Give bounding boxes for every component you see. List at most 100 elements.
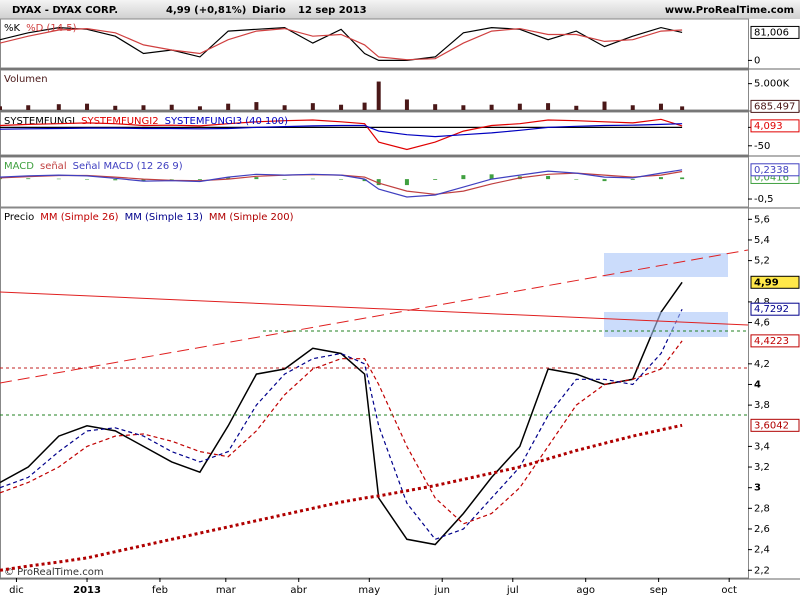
legend-entry: SYSTEMFUNGI2 bbox=[81, 116, 158, 127]
legend-entry: %D (14 5) bbox=[26, 23, 77, 34]
panel-frame bbox=[0, 111, 749, 156]
legend-entry: %K bbox=[4, 23, 21, 34]
trend-line bbox=[0, 249, 749, 384]
bar bbox=[658, 177, 663, 180]
bar bbox=[254, 102, 259, 110]
value-label: 4,7292 bbox=[754, 304, 789, 315]
legend-entry: Volumen bbox=[4, 74, 48, 85]
x-tick-label: jun bbox=[433, 585, 449, 596]
drawings bbox=[0, 249, 749, 416]
legend-entry: señal bbox=[40, 161, 67, 172]
x-tick-label: dic bbox=[9, 585, 24, 596]
series-line bbox=[0, 169, 683, 198]
x-tick-label: mar bbox=[216, 585, 237, 596]
bar bbox=[26, 178, 31, 180]
bar bbox=[489, 104, 494, 110]
value-label: 81,006 bbox=[754, 27, 789, 38]
period: Diario bbox=[252, 5, 286, 16]
value-label: 685.497 bbox=[754, 101, 795, 112]
bar bbox=[310, 103, 315, 110]
bar bbox=[404, 99, 409, 110]
bar bbox=[630, 105, 635, 110]
value-box bbox=[750, 25, 800, 39]
y-tick-label: 5,6 bbox=[754, 214, 770, 225]
bar bbox=[56, 178, 61, 180]
bar bbox=[56, 104, 61, 110]
value-label: 4,99 bbox=[754, 277, 779, 288]
legend-entry: MM (Simple 200) bbox=[209, 212, 294, 223]
footer: © ProRealTime.com bbox=[4, 567, 104, 578]
value-label: 0,2338 bbox=[754, 165, 789, 176]
series-line bbox=[0, 281, 683, 546]
bar bbox=[461, 105, 466, 110]
value-badge: 0,2338 bbox=[750, 163, 800, 177]
y-tick-label: 3,4 bbox=[754, 441, 770, 452]
y-tick-label: 5,4 bbox=[754, 235, 770, 246]
bar bbox=[197, 179, 202, 180]
y-tick-label: 5.000K bbox=[754, 79, 790, 90]
bar bbox=[630, 179, 635, 180]
legend-entry: MM (Simple 13) bbox=[125, 212, 203, 223]
series-line bbox=[0, 26, 683, 61]
value-box bbox=[750, 334, 800, 348]
bar bbox=[546, 103, 551, 110]
bar bbox=[226, 103, 231, 110]
bar bbox=[433, 104, 438, 110]
bar bbox=[574, 105, 579, 110]
bar bbox=[310, 178, 315, 180]
value-badge: 3,6042 bbox=[750, 418, 800, 432]
value-badge: 4,4223 bbox=[750, 334, 800, 348]
y-tick-label: 2,6 bbox=[754, 524, 770, 535]
series-line bbox=[0, 423, 683, 572]
value-box bbox=[750, 99, 800, 113]
x-tick-label: abr bbox=[290, 585, 307, 596]
site: www.ProRealTime.com bbox=[665, 5, 794, 16]
value-box bbox=[750, 119, 800, 133]
y-tick-label: 0 bbox=[754, 55, 760, 66]
symbol: DYAX - DYAX CORP. bbox=[12, 5, 118, 16]
panel-frame bbox=[0, 156, 749, 208]
x-tick-label: sep bbox=[650, 585, 668, 596]
value-badge: 685.497 bbox=[750, 99, 800, 113]
y-tick-label: 2,4 bbox=[754, 545, 770, 556]
bar bbox=[517, 103, 522, 110]
x-tick-label: may bbox=[358, 585, 380, 596]
bar bbox=[376, 81, 381, 110]
value-label: 3,6042 bbox=[754, 420, 789, 431]
date: 12 sep 2013 bbox=[298, 5, 367, 16]
bar bbox=[197, 106, 202, 110]
legend-entry: SYSTEMFUNGI bbox=[4, 116, 75, 127]
bar bbox=[85, 103, 90, 110]
bar bbox=[141, 179, 146, 182]
y-tick-label: 5,2 bbox=[754, 256, 770, 267]
quote: 4,99 (+0,81%) bbox=[166, 5, 246, 16]
bar bbox=[362, 179, 367, 182]
bar bbox=[254, 177, 259, 180]
value-badge: 4,99 bbox=[750, 275, 800, 289]
legend-entry: SYSTEMFUNGI3 (40 100) bbox=[165, 116, 289, 127]
bar bbox=[404, 179, 409, 186]
y-tick-label: 2,2 bbox=[754, 565, 770, 576]
value-badge: 81,006 bbox=[750, 25, 800, 39]
bar bbox=[362, 102, 367, 110]
bar bbox=[0, 106, 2, 110]
series-line bbox=[0, 123, 683, 138]
y-tick-label: 2,8 bbox=[754, 503, 770, 514]
bar bbox=[226, 177, 231, 180]
x-tick-label: feb bbox=[152, 585, 168, 596]
y-tick-label: 4,2 bbox=[754, 359, 770, 370]
y-tick-label: 4 bbox=[754, 379, 761, 390]
bar bbox=[680, 106, 685, 110]
panel-frame bbox=[0, 69, 749, 111]
x-tick-label: 2013 bbox=[73, 585, 101, 596]
trend-line bbox=[0, 291, 749, 326]
y-tick-label: 3 bbox=[754, 483, 761, 494]
bar bbox=[489, 174, 494, 180]
series-line bbox=[0, 27, 683, 61]
panel-frame bbox=[0, 207, 749, 579]
bar bbox=[282, 105, 287, 110]
value-badge: 4,093 bbox=[750, 119, 800, 133]
bar bbox=[339, 104, 344, 110]
